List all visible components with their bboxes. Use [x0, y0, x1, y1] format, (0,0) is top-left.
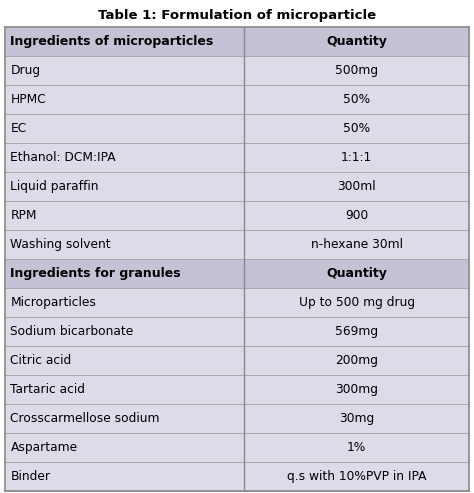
Text: n-hexane 30ml: n-hexane 30ml [310, 238, 402, 251]
Bar [244, 85, 469, 114]
Text: Table 1: Formulation of microparticle: Table 1: Formulation of microparticle [98, 9, 376, 22]
Bar [5, 172, 244, 201]
Bar [5, 27, 244, 56]
Text: Drug: Drug [10, 64, 41, 77]
Text: 300ml: 300ml [337, 180, 376, 193]
Text: RPM: RPM [10, 209, 37, 222]
Bar [244, 230, 469, 259]
Text: 50%: 50% [343, 122, 370, 135]
Text: 30mg: 30mg [339, 412, 374, 424]
Bar [5, 404, 244, 433]
Text: Binder: Binder [10, 469, 50, 483]
Text: EC: EC [10, 122, 27, 135]
Bar [244, 114, 469, 143]
Text: 300mg: 300mg [335, 383, 378, 396]
Bar [5, 85, 244, 114]
Text: Ethanol: DCM:IPA: Ethanol: DCM:IPA [10, 151, 116, 164]
Text: Liquid paraffin: Liquid paraffin [10, 180, 99, 193]
Text: 900: 900 [345, 209, 368, 222]
Bar [5, 346, 244, 375]
Bar [5, 114, 244, 143]
Bar [5, 143, 244, 172]
Bar [5, 259, 244, 288]
Text: Washing solvent: Washing solvent [10, 238, 111, 251]
Text: q.s with 10%PVP in IPA: q.s with 10%PVP in IPA [287, 469, 427, 483]
Text: Ingredients for granules: Ingredients for granules [10, 267, 181, 280]
Bar [5, 288, 244, 317]
Bar [244, 404, 469, 433]
Bar [244, 172, 469, 201]
Text: Tartaric acid: Tartaric acid [10, 383, 85, 396]
Text: Ingredients of microparticles: Ingredients of microparticles [10, 35, 214, 48]
Bar [5, 461, 244, 491]
Text: Sodium bicarbonate: Sodium bicarbonate [10, 325, 134, 338]
Bar [5, 56, 244, 85]
Bar [5, 201, 244, 230]
Text: Aspartame: Aspartame [10, 441, 78, 454]
Bar [244, 56, 469, 85]
Text: 1:1:1: 1:1:1 [341, 151, 372, 164]
Bar [244, 375, 469, 404]
Text: 1%: 1% [347, 441, 366, 454]
Bar [5, 375, 244, 404]
Bar [244, 346, 469, 375]
Text: Up to 500 mg drug: Up to 500 mg drug [299, 296, 415, 309]
Text: Quantity: Quantity [326, 267, 387, 280]
Bar [244, 143, 469, 172]
Bar [244, 433, 469, 461]
Text: 569mg: 569mg [335, 325, 378, 338]
Bar [5, 317, 244, 346]
Bar [244, 259, 469, 288]
Text: Citric acid: Citric acid [10, 353, 72, 367]
Bar [244, 317, 469, 346]
Text: Crosscarmellose sodium: Crosscarmellose sodium [10, 412, 160, 424]
Bar [244, 201, 469, 230]
Text: Microparticles: Microparticles [10, 296, 96, 309]
Text: HPMC: HPMC [10, 93, 46, 106]
Text: 50%: 50% [343, 93, 370, 106]
Text: 500mg: 500mg [335, 64, 378, 77]
Bar [244, 461, 469, 491]
Text: Quantity: Quantity [326, 35, 387, 48]
Bar [5, 433, 244, 461]
Text: 200mg: 200mg [335, 353, 378, 367]
Bar [244, 27, 469, 56]
Bar [5, 230, 244, 259]
Bar [244, 288, 469, 317]
